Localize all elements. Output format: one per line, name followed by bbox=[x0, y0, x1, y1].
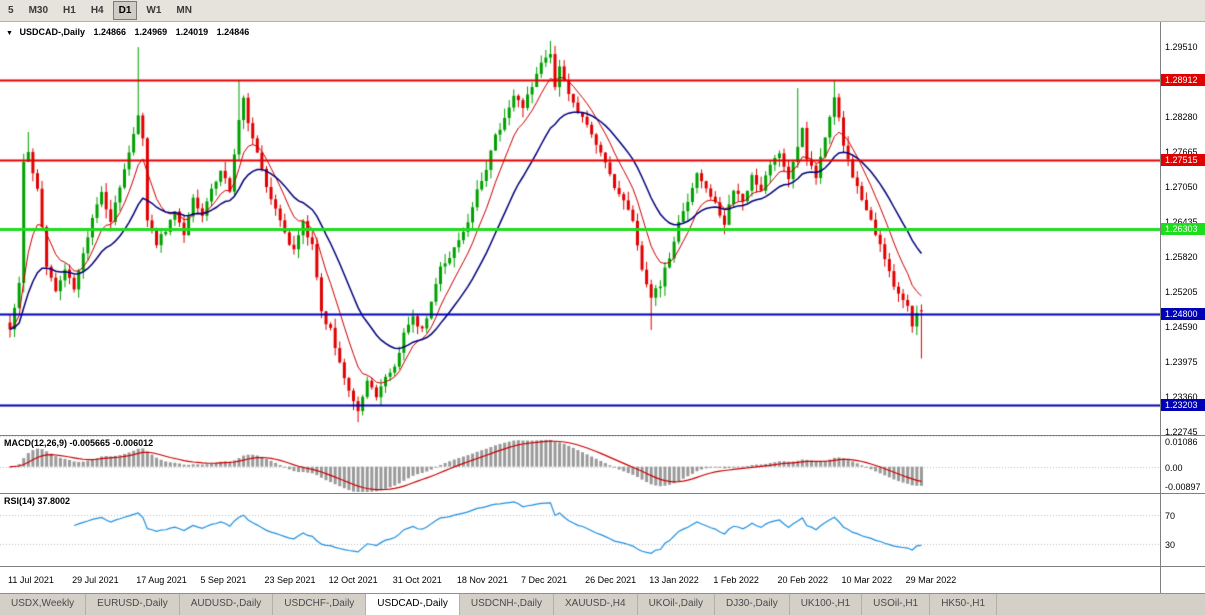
date-axis-label: 23 Sep 2021 bbox=[264, 575, 316, 585]
ohlc-low-value: 1.24019 bbox=[175, 27, 209, 37]
chart-tab-bar: USDX,Weekly EURUSD-,Daily AUDUSD-,Daily USD… bbox=[0, 593, 1205, 615]
rsi-indicator-label: RSI(14) 37.8002 bbox=[4, 496, 71, 506]
rsi-axis-label-70: 70 bbox=[1165, 511, 1176, 522]
chart-tab-usoil[interactable]: USOil-,H1 bbox=[862, 594, 931, 615]
chart-tab-uk100[interactable]: UK100-,H1 bbox=[790, 594, 863, 615]
date-axis-label: 5 Sep 2021 bbox=[200, 575, 247, 585]
chart-title-bar: ▼ USDCAD-,Daily 1.24866 1.24969 1.24019 … bbox=[6, 27, 249, 37]
rsi-axis-label-30: 30 bbox=[1165, 539, 1176, 550]
date-axis-label: 20 Feb 2022 bbox=[777, 575, 828, 585]
price-axis[interactable]: 1.29510 1.28280 1.27665 1.27050 1.26435 1.258… bbox=[1160, 22, 1205, 593]
price-axis-label: 1.22745 bbox=[1165, 427, 1198, 437]
price-axis-label: 1.24590 bbox=[1165, 322, 1198, 332]
price-axis-label: 1.25820 bbox=[1165, 252, 1198, 262]
macd-axis-label-min: -0.00897 bbox=[1165, 482, 1201, 492]
date-axis-label: 29 Jul 2021 bbox=[72, 575, 119, 585]
chart-tab-usdcad[interactable]: USDCAD-,Daily bbox=[366, 594, 460, 615]
date-axis[interactable]: 11 Jul 2021 29 Jul 2021 17 Aug 2021 5 Sep 2… bbox=[0, 567, 1160, 593]
ohlc-close-value: 1.24846 bbox=[216, 27, 250, 37]
chart-tab-eurusd[interactable]: EURUSD-,Daily bbox=[86, 594, 180, 615]
ohlc-high-value: 1.24969 bbox=[134, 27, 168, 37]
pane-separator-rsi-dates bbox=[0, 566, 1205, 567]
price-level-tag: 1.28912 bbox=[1161, 74, 1205, 87]
chart-tab-dj30[interactable]: DJ30-,Daily bbox=[715, 594, 790, 615]
price-level-tag: 1.27515 bbox=[1161, 153, 1205, 166]
price-level-tag: 1.24800 bbox=[1161, 308, 1205, 321]
timeframe-button-m30[interactable]: M30 bbox=[28, 5, 49, 16]
timeframe-button-5[interactable]: 5 bbox=[8, 5, 14, 16]
timeframe-toolbar: 5 M30 H1 H4 D1 W1 MN bbox=[0, 0, 1205, 22]
price-axis-label: 1.28280 bbox=[1165, 112, 1198, 122]
date-axis-label: 7 Dec 2021 bbox=[520, 575, 567, 585]
price-level-tag: 1.26303 bbox=[1161, 222, 1205, 235]
pane-separator-main-macd[interactable] bbox=[0, 435, 1205, 436]
macd-axis-label-zero: 0.00 bbox=[1165, 462, 1183, 473]
price-axis-label: 1.26435 bbox=[1165, 217, 1198, 227]
timeframe-button-h1[interactable]: H1 bbox=[63, 5, 76, 16]
date-axis-label: 26 Dec 2021 bbox=[585, 575, 637, 585]
price-level-tag: 1.23203 bbox=[1161, 398, 1205, 411]
chart-window: ▼ USDCAD-,Daily 1.24866 1.24969 1.24019 … bbox=[0, 22, 1205, 593]
price-axis-label: 1.29510 bbox=[1165, 42, 1198, 52]
date-axis-label: 11 Jul 2021 bbox=[8, 575, 54, 585]
timeframe-button-w1[interactable]: W1 bbox=[146, 5, 162, 16]
price-axis-label: 1.23975 bbox=[1165, 357, 1198, 367]
collapse-chart-icon[interactable]: ▼ bbox=[6, 30, 13, 37]
chart-tab-usdcnh[interactable]: USDCNH-,Daily bbox=[460, 594, 554, 615]
timeframe-button-h4[interactable]: H4 bbox=[90, 5, 104, 16]
chart-symbol-title: USDCAD-,Daily bbox=[19, 27, 85, 37]
macd-indicator-label: MACD(12,26,9) -0.005665 -0.006012 bbox=[4, 438, 154, 448]
price-axis-label: 1.23360 bbox=[1165, 392, 1198, 402]
price-axis-label: 1.27665 bbox=[1165, 147, 1198, 157]
chart-tab-usdchf[interactable]: USDCHF-,Daily bbox=[273, 594, 367, 615]
date-axis-label: 17 Aug 2021 bbox=[136, 575, 187, 585]
date-axis-label: 13 Jan 2022 bbox=[649, 575, 699, 585]
chart-tab-audusd[interactable]: AUDUSD-,Daily bbox=[180, 594, 274, 615]
chart-tab-hk50[interactable]: HK50-,H1 bbox=[930, 594, 998, 615]
macd-axis-label-max: 0.01086 bbox=[1165, 437, 1198, 447]
timeframe-button-mn[interactable]: MN bbox=[176, 5, 192, 16]
chart-tab-usdx[interactable]: USDX,Weekly bbox=[0, 594, 87, 615]
price-chart-canvas[interactable] bbox=[0, 22, 1160, 593]
price-axis-label: 1.27050 bbox=[1165, 182, 1198, 192]
price-axis-label: 1.25205 bbox=[1165, 287, 1198, 297]
timeframe-button-d1[interactable]: D1 bbox=[112, 1, 138, 20]
date-axis-label: 31 Oct 2021 bbox=[392, 575, 442, 585]
pane-separator-macd-rsi[interactable] bbox=[0, 493, 1205, 494]
date-axis-label: 10 Mar 2022 bbox=[841, 575, 893, 585]
date-axis-label: 29 Mar 2022 bbox=[905, 575, 957, 585]
ohlc-open-value: 1.24866 bbox=[93, 27, 127, 37]
chart-tab-ukoil[interactable]: UKOil-,Daily bbox=[638, 594, 716, 615]
date-axis-label: 12 Oct 2021 bbox=[328, 575, 378, 585]
date-axis-label: 1 Feb 2022 bbox=[713, 575, 759, 585]
chart-tab-xauusd[interactable]: XAUUSD-,H4 bbox=[554, 594, 638, 615]
date-axis-label: 18 Nov 2021 bbox=[456, 575, 508, 585]
